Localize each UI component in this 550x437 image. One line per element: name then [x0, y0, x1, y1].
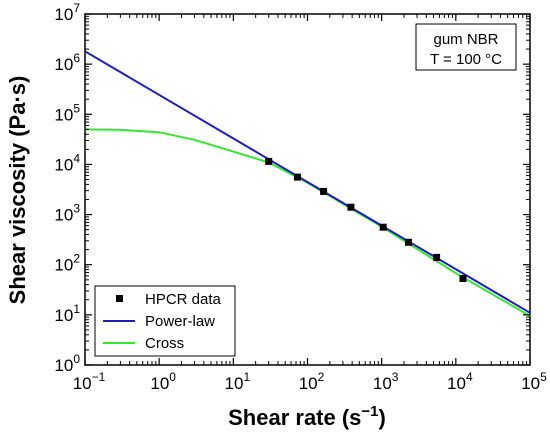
data-point — [293, 173, 301, 181]
curves-layer — [84, 50, 531, 317]
x-axis-title-exponent: −1 — [361, 403, 378, 420]
legend-label-cross: Cross — [145, 335, 184, 352]
x-axis-title: Shear rate (s−1) — [228, 403, 386, 430]
legend: HPCR data Power-law Cross — [94, 285, 236, 357]
x-tick-label: 104 — [447, 370, 473, 393]
y-tick-label: 105 — [54, 101, 80, 124]
x-axis-title-close: ) — [379, 405, 386, 430]
legend-marker-hpcr — [116, 295, 123, 302]
legend-label-hpcr: HPCR data — [145, 291, 222, 308]
markers-layer — [265, 157, 467, 282]
x-axis-title-main: Shear rate (s — [228, 405, 361, 430]
annotation-line-2: T = 100 °C — [430, 51, 502, 68]
y-axis-title: Shear viscosity (Pa·s) — [5, 76, 30, 305]
legend-label-power-law: Power-law — [145, 313, 215, 330]
y-tick-label: 101 — [54, 302, 80, 325]
data-point — [433, 253, 441, 261]
data-point — [405, 238, 412, 246]
y-tick-label: 100 — [54, 352, 80, 375]
series-line-cross — [84, 128, 531, 317]
y-tick-label: 102 — [54, 252, 80, 275]
x-tick-label: 101 — [225, 370, 251, 393]
annotation-border — [415, 23, 517, 71]
data-point — [459, 275, 467, 282]
y-tick-label: 104 — [54, 151, 80, 174]
data-point — [320, 187, 328, 195]
x-tick-label: 10−1 — [73, 370, 106, 393]
data-point — [265, 157, 273, 165]
y-tick-label: 103 — [54, 202, 80, 225]
data-point — [379, 223, 387, 231]
tick-labels-layer: 10−1 100 101 102 103 104 105100101102103104105… — [54, 1, 547, 393]
ticks-layer — [84, 13, 531, 366]
y-tick-label: 106 — [54, 51, 80, 74]
data-point — [347, 203, 355, 211]
x-tick-label: 100 — [150, 370, 176, 393]
annotation-box: gum NBR T = 100 °C — [415, 23, 517, 71]
x-tick-label: 102 — [299, 370, 325, 393]
annotation-line-1: gum NBR — [433, 31, 498, 48]
x-tick-label: 103 — [373, 370, 399, 393]
series-line-power-law — [84, 50, 531, 314]
y-tick-label: 107 — [54, 1, 80, 24]
x-tick-label: 105 — [521, 370, 547, 393]
